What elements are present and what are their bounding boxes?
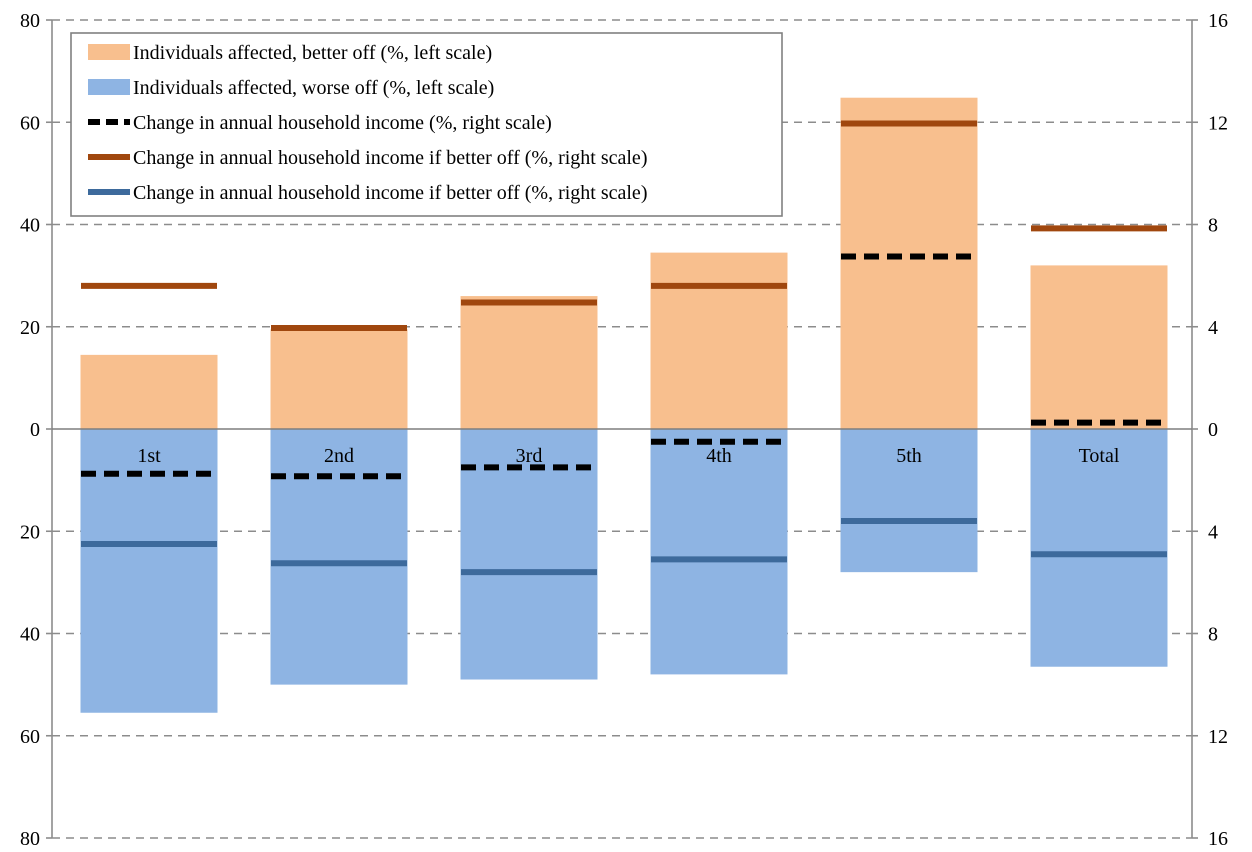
right-tick-label: 8 [1208,215,1218,237]
right-tick-label: 8 [1208,624,1218,646]
legend-box [70,32,783,217]
bar-worse-off-1st [80,429,218,713]
bar-better-off-5th [840,97,978,430]
left-tick-label: 80 [20,10,40,32]
bar-worse-off-5th [840,429,978,573]
income-markers [81,120,1167,576]
bar-better-off-2nd [270,329,408,429]
right-tick-label: 4 [1208,521,1218,543]
left-tick-label: 60 [20,112,40,134]
legend-swatch [88,79,130,95]
left-tick-label: 40 [20,215,40,237]
right-tick-label: 12 [1208,112,1228,134]
right-tick-label: 4 [1208,317,1218,339]
legend-label: Individuals affected, worse off (%, left… [133,77,494,99]
legend-label: Change in annual household income (%, ri… [133,112,552,134]
legend-label: Change in annual household income if bet… [133,182,647,204]
left-tick-label: 40 [20,624,40,646]
left-tick-label: 80 [20,828,40,850]
category-label: 2nd [324,445,354,467]
right-tick-label: 16 [1208,10,1228,32]
bar-worse-off-2nd [270,429,408,685]
left-tick-label: 20 [20,521,40,543]
legend-label: Individuals affected, better off (%, lef… [133,42,492,64]
bar-worse-off-total [1030,429,1168,667]
legend: Individuals affected, better off (%, lef… [70,32,783,217]
category-label: 4th [706,445,732,467]
bar-better-off-total [1030,265,1168,429]
category-label: 1st [137,445,161,467]
right-tick-label: 0 [1208,419,1218,441]
bars [80,97,1168,713]
legend-swatch [88,44,130,60]
bar-better-off-3rd [460,296,598,429]
category-label: 3rd [516,445,543,467]
right-tick-label: 16 [1208,828,1228,850]
right-tick-label: 12 [1208,726,1228,748]
category-label: 5th [896,445,922,467]
bar-better-off-1st [80,354,218,429]
category-label: Total [1079,445,1120,467]
left-tick-label: 60 [20,726,40,748]
bar-better-off-4th [650,252,788,429]
left-tick-label: 20 [20,317,40,339]
bar-worse-off-3rd [460,429,598,680]
legend-label: Change in annual household income if bet… [133,147,647,169]
bar-worse-off-4th [650,429,788,675]
category-labels: 1st 2nd 3rd 4th 5th Total [137,445,1120,467]
left-tick-label: 0 [30,419,40,441]
